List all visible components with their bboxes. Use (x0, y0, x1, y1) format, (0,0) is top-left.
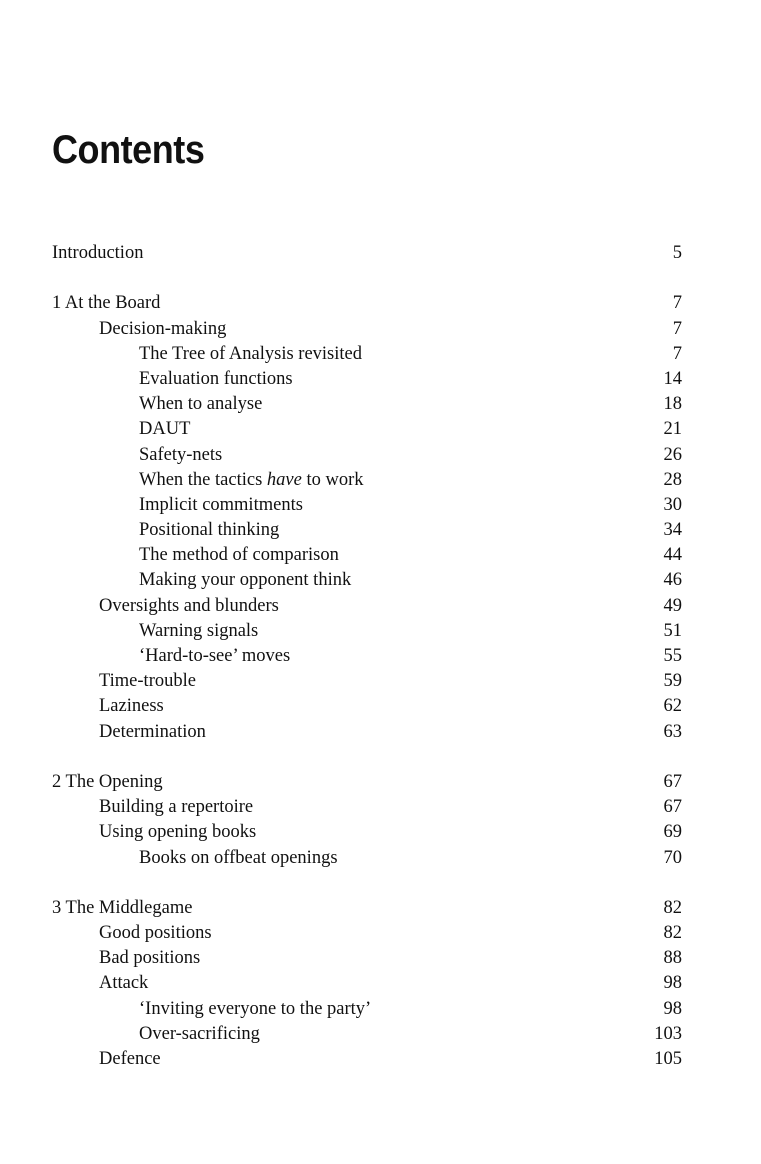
toc-entry-page: 18 (663, 394, 683, 415)
toc-entry[interactable]: When to analyse 18 (52, 392, 682, 417)
toc-entry-page: 67 (663, 797, 683, 818)
toc-entry-page: 55 (663, 646, 683, 666)
toc-entry-page: 103 (654, 1023, 682, 1044)
toc-entry-page: 30 (663, 494, 683, 515)
toc-entry-page: 49 (663, 595, 683, 616)
toc-entry-title: Time-trouble (99, 671, 196, 692)
toc-entry-title: Warning signals (139, 620, 259, 641)
toc-entry-page: 7 (672, 293, 682, 314)
toc-entry-title: DAUT (139, 419, 191, 440)
toc-entry-page: 62 (663, 696, 683, 717)
toc-entry[interactable]: Books on offbeat openings 70 (52, 846, 682, 871)
toc-entry-page: 7 (672, 318, 682, 339)
toc-entry-page: 69 (663, 822, 683, 843)
toc-entry-title: ‘Hard-to-see’ moves (139, 646, 291, 666)
toc-entry[interactable]: Time-trouble 59 (52, 669, 682, 694)
section-gap (52, 745, 682, 770)
toc-entry-title: Attack (99, 973, 149, 994)
toc-entry[interactable]: Evaluation functions 14 (52, 367, 682, 392)
toc-entry[interactable]: ‘Inviting everyone to the party’ 98 (52, 997, 682, 1022)
toc-entry[interactable]: Introduction 5 (52, 241, 682, 266)
toc-entry[interactable]: Laziness 62 (52, 694, 682, 719)
toc-entry-page: 105 (654, 1049, 682, 1069)
toc-entry-title: Making your opponent think (139, 570, 352, 591)
toc-entry-title: Good positions (99, 923, 212, 944)
toc-entry[interactable]: Warning signals 51 (52, 619, 682, 644)
toc-entry[interactable]: Over-sacrificing 103 (52, 1022, 682, 1047)
toc-entry[interactable]: Decision-making 7 (52, 317, 682, 342)
toc-entry[interactable]: ‘Hard-to-see’ moves 55 (52, 644, 682, 669)
page-title: Contents (52, 128, 205, 172)
toc-entry[interactable]: Positional thinking 34 (52, 518, 682, 543)
toc-entry-title: Implicit commitments (139, 494, 303, 515)
toc-entry-page: 7 (672, 343, 682, 364)
toc-entry-page: 5 (672, 243, 682, 263)
toc-entry-title: Over-sacrificing (139, 1023, 260, 1044)
toc-entry-page: 46 (663, 570, 683, 591)
toc-entry-page: 88 (663, 948, 683, 969)
toc-entry[interactable]: 1 At the Board 7 (52, 291, 682, 316)
toc-entry-title: The method of comparison (139, 545, 339, 566)
toc-entry-page: 51 (663, 620, 683, 641)
toc-entry[interactable]: Using opening books 69 (52, 820, 682, 845)
toc-entry[interactable]: Oversights and blunders 49 (52, 594, 682, 619)
toc-entry-title: Bad positions (99, 948, 201, 969)
toc-entry[interactable]: Bad positions 88 (52, 946, 682, 971)
section-gap (52, 871, 682, 896)
toc-entry-title: The Tree of Analysis revisited (139, 343, 363, 364)
toc-entry-page: 14 (663, 368, 683, 389)
toc-entry-title: 1 At the Board (52, 293, 161, 314)
toc-entry-title: Decision-making (99, 318, 227, 339)
toc-entry-title: Evaluation functions (139, 368, 293, 389)
toc-entry-page: 63 (663, 721, 683, 742)
toc-entry-title: Laziness (99, 696, 164, 717)
toc-entry-title: Using opening books (99, 822, 257, 843)
toc-entry-page: 98 (663, 973, 683, 994)
toc-entry-title: Positional thinking (139, 520, 280, 541)
toc-entry-title: Building a repertoire (99, 797, 254, 818)
toc-entry-page: 44 (663, 545, 683, 566)
toc-entry-title: Determination (99, 721, 206, 742)
toc-entry-page: 28 (663, 469, 683, 490)
toc-entry-title: Defence (99, 1049, 161, 1069)
toc-entry-title: 3 The Middlegame (52, 897, 193, 918)
toc-entry-title: Books on offbeat openings (139, 847, 338, 868)
toc-entry-title: Safety-nets (139, 444, 223, 465)
toc-entry-page: 26 (663, 444, 683, 465)
toc-entry-page: 59 (663, 671, 683, 692)
toc-entry-page: 82 (663, 897, 683, 918)
table-of-contents: Introduction 5 1 At the Board 7 Decision-mak… (52, 241, 682, 1072)
toc-entry[interactable]: The Tree of Analysis revisited 7 (52, 342, 682, 367)
toc-entry-title: Oversights and blunders (99, 595, 279, 616)
toc-entry[interactable]: The method of comparison 44 (52, 543, 682, 568)
toc-entry-page: 67 (663, 771, 683, 792)
toc-entry-title: When the tactics have to work (139, 469, 364, 490)
toc-entry[interactable]: When the tactics have to work 28 (52, 468, 682, 493)
toc-entry[interactable]: 2 The Opening 67 (52, 770, 682, 795)
toc-entry[interactable]: Building a repertoire 67 (52, 795, 682, 820)
toc-entry[interactable]: Determination 63 (52, 720, 682, 745)
toc-entry-title: When to analyse (139, 394, 263, 415)
toc-entry[interactable]: Safety-nets 26 (52, 443, 682, 468)
section-gap (52, 266, 682, 291)
toc-entry-title: ‘Inviting everyone to the party’ (139, 998, 372, 1019)
toc-entry-title: Introduction (52, 243, 144, 263)
toc-entry[interactable]: Defence 105 (52, 1047, 682, 1072)
toc-entry[interactable]: 3 The Middlegame 82 (52, 896, 682, 921)
toc-entry-page: 70 (663, 847, 683, 868)
toc-entry-page: 98 (663, 998, 683, 1019)
toc-entry-page: 82 (663, 923, 683, 944)
toc-entry-page: 21 (663, 419, 683, 440)
toc-entry[interactable]: Implicit commitments 30 (52, 493, 682, 518)
toc-entry-title: 2 The Opening (52, 771, 163, 792)
toc-entry[interactable]: Good positions 82 (52, 921, 682, 946)
toc-entry[interactable]: DAUT 21 (52, 417, 682, 442)
toc-entry-page: 34 (663, 520, 683, 541)
toc-entry[interactable]: Attack 98 (52, 971, 682, 996)
toc-entry[interactable]: Making your opponent think 46 (52, 568, 682, 593)
